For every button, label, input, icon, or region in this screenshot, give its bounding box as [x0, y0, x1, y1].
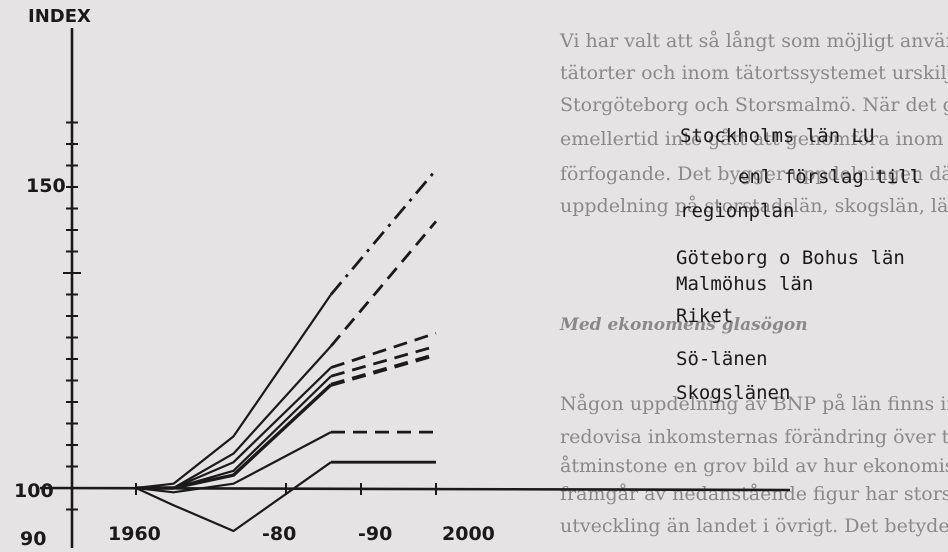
chart-legend: Stockholms län LU enl förslag till regionp…: [676, 125, 921, 404]
background-line: åtminstone en grov bild av hur ekonomisk…: [560, 455, 948, 477]
series-projection: [329, 220, 438, 348]
background-line: Vi har valt att så långt som möjligt anv…: [559, 30, 948, 52]
series-projection: [329, 168, 438, 296]
series-line: [135, 461, 332, 533]
x-tick-label: -80: [262, 523, 296, 545]
x-tick-label: -90: [358, 523, 392, 545]
background-line: redovisa inkomsternas förändring över ti…: [560, 426, 948, 448]
background-line: uppdelning på storstadslän, skogslän, lä…: [560, 195, 948, 217]
series-line: [136, 375, 332, 490]
legend-label: Skogslänen: [676, 382, 790, 404]
series-projection: [330, 344, 437, 378]
x-tick-label: 2000: [442, 523, 495, 545]
series-line: [135, 431, 332, 494]
series-line: [136, 383, 333, 490]
background-heading: Med ekonomens glasögon: [559, 315, 808, 335]
legend-label: Stockholms län LU: [680, 125, 874, 147]
background-line: Storgöteborg och Storsmalmö. När det gäl…: [560, 94, 948, 116]
legend-label: Göteborg o Bohus län: [676, 247, 905, 269]
background-line: utveckling än landet i övrigt. Det betyd…: [560, 515, 948, 537]
y-axis-label: INDEX: [28, 6, 91, 27]
background-text: Vi har valt att så långt som möjligt anv…: [559, 30, 948, 537]
background-line: Någon uppdelning av BNP på län finns int…: [560, 393, 948, 415]
legend-label: enl förslag till: [738, 166, 921, 188]
background-line: förfogande. Det bygger uppdelningen därf…: [560, 163, 948, 185]
legend-label: Riket: [676, 305, 733, 327]
background-line: tätorter och inom tätortssystemet urskil…: [560, 62, 948, 84]
series-projection: [330, 352, 437, 387]
background-line: framgår av nedanstående figur har storst…: [560, 483, 948, 505]
x-tick-label: 1960: [108, 523, 161, 545]
series-line: [135, 293, 332, 490]
background-line: emellertid inte gått att genomföra inom …: [560, 128, 948, 150]
legend-label: Sö-länen: [676, 348, 768, 370]
series-projection: [330, 331, 437, 369]
series-line: [136, 345, 332, 490]
legend-label: regionplan: [680, 200, 794, 222]
legend-label: Malmöhus län: [676, 273, 813, 295]
y-tick-label: 100: [14, 480, 54, 502]
y-tick-label: 150: [26, 175, 66, 197]
chart-series: [135, 168, 438, 533]
y-tick-label: 90: [20, 528, 46, 550]
